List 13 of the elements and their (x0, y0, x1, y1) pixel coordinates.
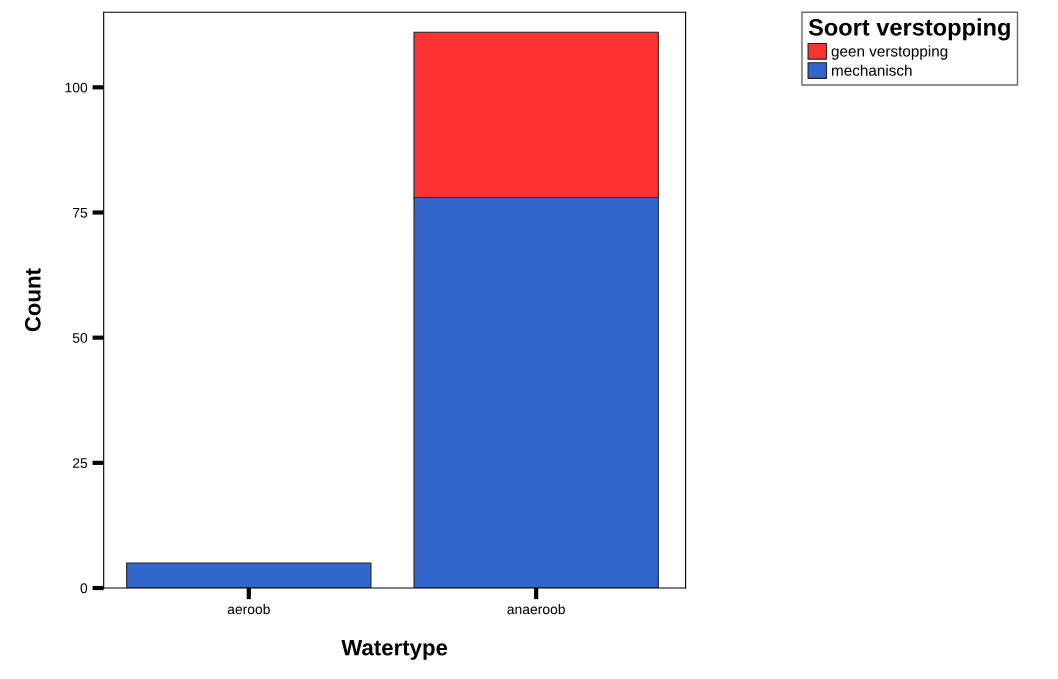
legend-title: Soort verstopping (808, 18, 1010, 41)
legend-label: mechanisch (832, 64, 912, 76)
y-axis-title: Count (24, 268, 41, 332)
y-tick-label: 75 (72, 207, 88, 218)
y-tick-label: 25 (72, 458, 88, 469)
x-tick-label: aeroob (227, 603, 270, 615)
y-tick-label: 0 (80, 583, 88, 594)
x-axis-title: Watertype (341, 639, 448, 660)
bar (126, 562, 372, 589)
x-tick-label: anaeroob (507, 603, 565, 615)
y-tick-label: 100 (65, 82, 88, 93)
y-tick-label: 50 (72, 333, 88, 343)
legend-label: geen verstopping (831, 45, 948, 60)
